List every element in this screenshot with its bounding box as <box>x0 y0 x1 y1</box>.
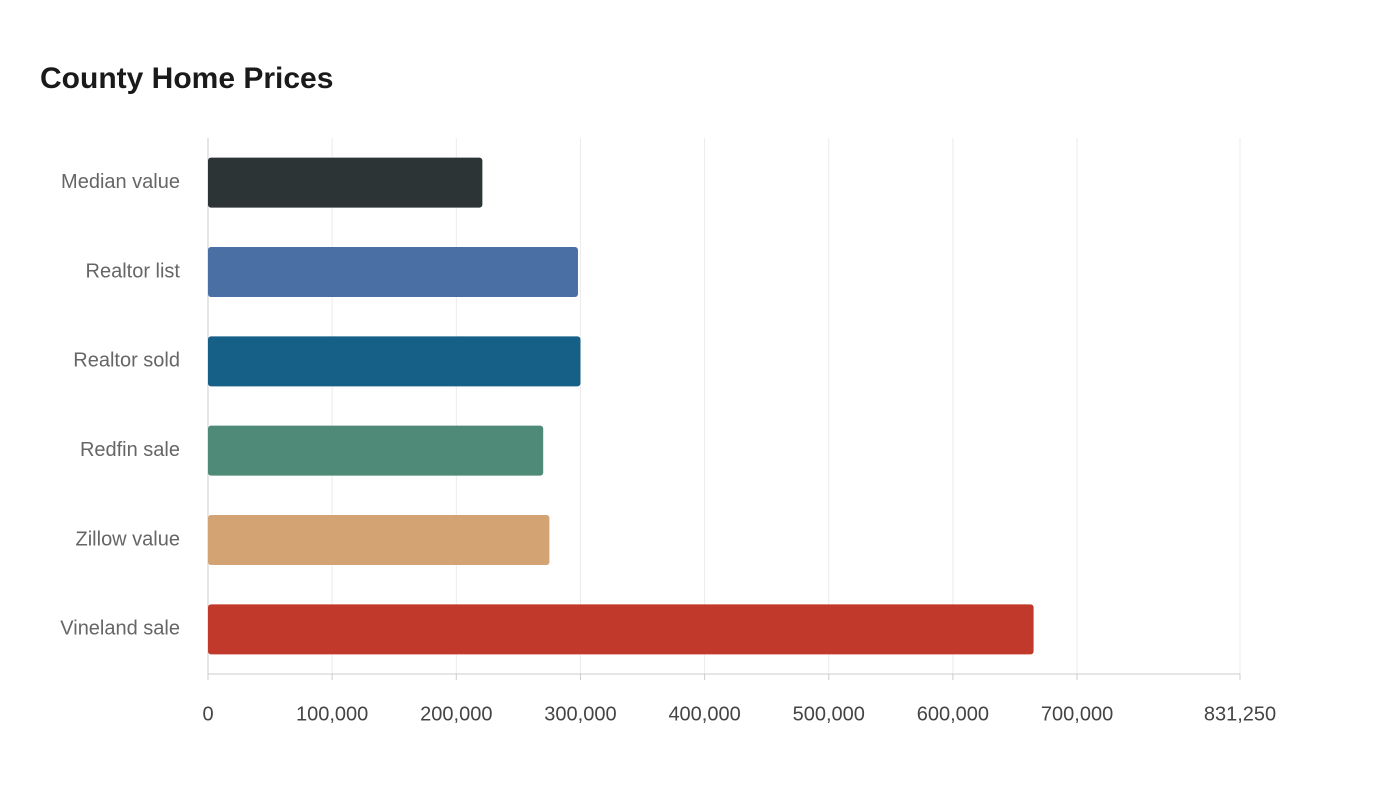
bar <box>208 515 550 565</box>
x-tick-label: 400,000 <box>668 703 740 725</box>
bar <box>208 336 581 387</box>
y-tick-label: Zillow value <box>76 528 180 550</box>
x-tick-label: 600,000 <box>917 703 989 725</box>
bar <box>208 247 578 297</box>
x-tick-label: 500,000 <box>793 703 865 725</box>
bar <box>208 425 544 476</box>
y-tick-label: Vineland sale <box>60 618 180 640</box>
y-tick-label: Realtor list <box>86 260 181 282</box>
x-tick-label: 300,000 <box>544 703 616 725</box>
y-tick-label: Realtor sold <box>73 350 180 372</box>
x-tick-label: 100,000 <box>296 703 368 725</box>
x-tick-label: 0 <box>202 703 213 725</box>
x-tick-label: 831,250 <box>1204 703 1276 725</box>
chart-title: County Home Prices <box>40 62 333 95</box>
y-tick-label: Median value <box>61 171 180 193</box>
x-tick-label: 700,000 <box>1041 703 1113 725</box>
x-tick-label: 200,000 <box>420 703 492 725</box>
bar <box>208 157 483 208</box>
bar <box>208 604 1034 655</box>
y-tick-label: Redfin sale <box>80 439 180 461</box>
